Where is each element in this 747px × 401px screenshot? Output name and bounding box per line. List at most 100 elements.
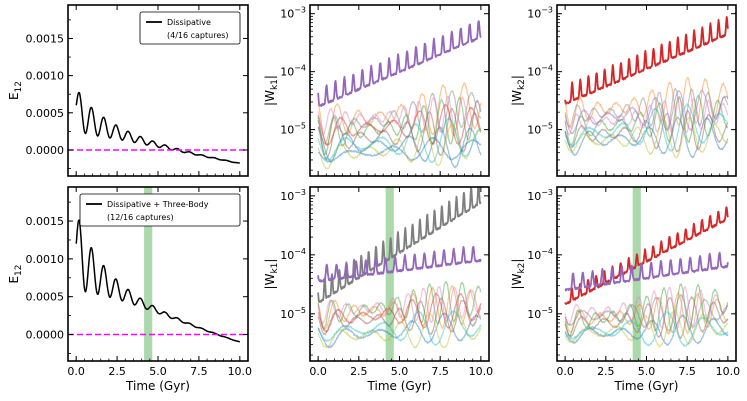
y-tick-label: 10−5	[280, 122, 306, 137]
series-line-bg4	[317, 292, 482, 333]
x-tick-label: 0.0	[309, 365, 327, 378]
plot-area	[564, 187, 729, 361]
series-line-bg5	[564, 286, 729, 330]
y-tick-label: 10−3	[527, 188, 553, 203]
series-line-highlight-red	[564, 206, 729, 305]
y-tick-label: 0.0000	[26, 329, 65, 342]
x-tick-label: 5.0	[149, 365, 167, 378]
y-axis-label: E12	[7, 81, 24, 100]
y-axis-label: E12	[7, 264, 24, 283]
series-line-bg7	[317, 312, 482, 349]
y-tick-label: 10−5	[280, 306, 306, 321]
y-tick-label: 10−3	[280, 6, 306, 21]
series-line-bg9	[564, 103, 729, 152]
shaded-band	[632, 187, 641, 361]
x-tick-label: 10.0	[469, 365, 494, 378]
series-line-bg7	[564, 309, 729, 348]
series-line-bg1	[317, 126, 482, 169]
y-axis-label: |Wk1|	[263, 75, 280, 106]
series-line-bg1	[564, 314, 729, 346]
y-tick-label: 0.0005	[26, 291, 65, 304]
x-axis-label: Time (Gyr)	[367, 379, 432, 393]
legend: Dissipative (4/16 captures)	[139, 11, 241, 45]
series-line-bg2	[317, 285, 482, 331]
series-line-bg8	[317, 123, 482, 170]
series-line-bg9	[317, 117, 482, 164]
series-line-bg1	[564, 116, 729, 159]
series-line-bg8	[317, 310, 482, 346]
series-line-bg10	[317, 136, 482, 163]
legend-sublabel: (12/16 captures)	[107, 213, 174, 222]
series-line-highlight	[317, 20, 482, 107]
series-line-bg8	[564, 116, 729, 159]
y-axis-label: |Wk2|	[510, 75, 527, 106]
plot-area	[68, 187, 248, 361]
x-tick-label: 5.0	[391, 365, 409, 378]
series-line-bg4	[317, 103, 482, 146]
legend-label: Dissipative	[167, 18, 211, 27]
series-line-bg4	[564, 296, 729, 340]
x-tick-label: 7.5	[190, 365, 208, 378]
y-tick-label: 10−5	[527, 122, 553, 137]
x-tick-label: 2.5	[350, 365, 368, 378]
series-line-Dissipative + Three-Body	[75, 219, 241, 343]
y-tick-label: 10−4	[280, 64, 306, 79]
series-line-highlight	[564, 15, 729, 105]
legend-sublabel: (4/16 captures)	[167, 31, 229, 40]
series-line-bg7	[564, 87, 729, 131]
x-tick-label: 5.0	[638, 365, 656, 378]
series-line-bg6	[564, 293, 729, 332]
x-tick-label: 7.5	[431, 365, 449, 378]
series-line-bg8	[564, 311, 729, 347]
series-line-bg5	[317, 107, 482, 160]
series-line-bg3	[564, 94, 729, 146]
x-tick-label: 2.5	[108, 365, 126, 378]
y-tick-label: 10−4	[280, 247, 306, 262]
y-tick-label: 10−5	[527, 306, 553, 321]
series-line-bg6	[317, 95, 482, 136]
series-line-bg2	[317, 82, 482, 147]
series-line-highlight-purple	[564, 251, 729, 292]
y-tick-label: 0.0010	[26, 70, 65, 83]
x-tick-label: 0.0	[556, 365, 574, 378]
series-line-bg3	[317, 96, 482, 156]
x-axis-label: Time (Gyr)	[614, 379, 679, 393]
series-line-bg5	[317, 297, 482, 336]
y-tick-label: 0.0015	[26, 32, 65, 45]
series-line-bg1	[317, 312, 482, 349]
series-line-bg4	[564, 89, 729, 135]
legend-box	[79, 193, 241, 227]
x-tick-label: 0.0	[67, 365, 85, 378]
series-line-bg3	[564, 283, 729, 337]
panel-top-left: 0.0000 0.0005 0.0010 0.0015 E12 Dissipative (4…	[7, 4, 249, 177]
series-line-highlight-purple	[317, 245, 482, 283]
y-tick-label: 10−4	[527, 247, 553, 262]
series-line-bg6	[317, 286, 482, 324]
y-tick-label: 10−3	[280, 188, 306, 203]
y-axis-label: |Wk2|	[510, 259, 527, 290]
y-tick-label: 0.0015	[26, 215, 65, 228]
series-line-bg7	[317, 90, 482, 145]
plot-area	[68, 91, 248, 164]
plot-area	[317, 20, 482, 170]
series-line-highlight-gray	[317, 187, 482, 303]
series-line-bg3	[317, 280, 482, 330]
y-tick-label: 0.0000	[26, 144, 65, 157]
x-axis-label: Time (Gyr)	[125, 379, 190, 393]
panel-bottom-middle: 0.0 2.5 5.0 7.5 10.0 10−5 10−4 10−3 Time (Gyr) |W…	[263, 186, 494, 393]
series-line-bg6	[564, 97, 729, 136]
shaded-band	[385, 187, 394, 361]
legend: Dissipative + Three-Body (12/16 captures)	[79, 193, 241, 227]
plot-area	[317, 187, 482, 361]
x-tick-label: 7.5	[678, 365, 696, 378]
series-line-bg2	[564, 76, 729, 130]
series-line-bg2	[564, 291, 729, 335]
y-axis-label: |Wk1|	[263, 259, 280, 290]
plot-area	[564, 15, 729, 159]
y-tick-label: 0.0010	[26, 253, 65, 266]
panel-top-middle: 10−5 10−4 10−3 |Wk1|	[263, 4, 490, 177]
panel-bottom-right: 0.0 2.5 5.0 7.5 10.0 10−5 10−4 10−3 Time (Gyr) |W…	[510, 186, 741, 393]
panel-bottom-left: 0.0 2.5 5.0 7.5 10.0 0.0000 0.0005 0.0010 0.0015…	[7, 186, 252, 393]
x-tick-label: 10.0	[716, 365, 741, 378]
